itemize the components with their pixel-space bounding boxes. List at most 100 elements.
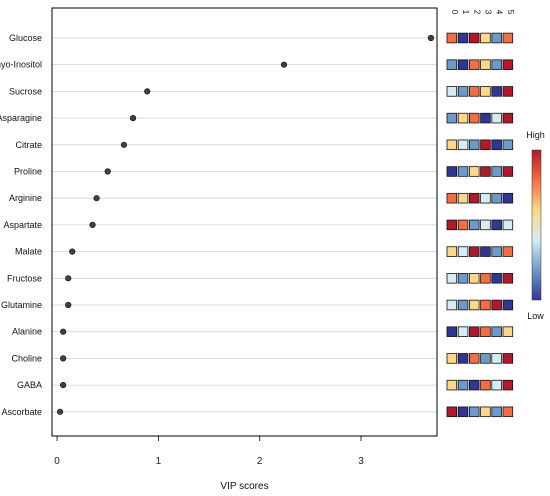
heatmap-cell-2-0: [446, 86, 458, 97]
data-point-3: [129, 114, 137, 122]
heatmap-cell-13-0: [446, 379, 458, 391]
x-tick-label-3: 3: [358, 456, 364, 467]
heatmap-cell-13-5: [502, 379, 514, 391]
data-point-11: [60, 328, 67, 335]
data-point-0: [427, 34, 435, 42]
metabolite-label-12: Choline: [11, 353, 42, 363]
group-label-1: 1: [461, 10, 470, 15]
data-point-5: [104, 168, 111, 175]
heatmap-cell-9-2: [468, 273, 480, 284]
heatmap-cell-8-3: [480, 246, 491, 257]
data-point-1: [280, 61, 288, 68]
heatmap-cell-9-5: [502, 273, 514, 284]
group-label-2: 2: [472, 10, 481, 15]
heatmap-cell-4-5: [502, 139, 514, 151]
heatmap-cell-9-4: [491, 273, 502, 284]
heatmap-cell-13-2: [468, 379, 480, 391]
heatmap-cell-4-1: [457, 139, 469, 151]
data-point-14: [57, 408, 64, 415]
heatmap-cell-14-1: [457, 406, 469, 418]
heatmap-cell-0-5: [502, 32, 514, 44]
heatmap-cell-8-2: [468, 246, 480, 257]
heatmap-cell-3-5: [502, 112, 514, 124]
heatmap-cell-1-5: [502, 59, 514, 70]
data-point-10: [65, 301, 72, 309]
heatmap-cell-4-0: [446, 139, 458, 151]
heatmap-cell-10-1: [457, 299, 469, 311]
heatmap-cell-12-0: [446, 353, 458, 364]
heatmap-cell-6-2: [468, 192, 480, 204]
heatmap-cell-11-3: [480, 326, 491, 337]
heatmap-cell-7-0: [446, 219, 458, 231]
data-point-9: [65, 275, 72, 282]
heatmap-cell-5-4: [491, 166, 502, 177]
heatmap-cell-4-2: [468, 139, 480, 151]
heatmap-cell-14-5: [502, 406, 514, 418]
heatmap-cell-14-4: [491, 406, 502, 418]
heatmap-cell-8-0: [446, 246, 458, 257]
heatmap-cell-4-3: [480, 139, 491, 151]
data-point-7: [89, 221, 96, 228]
heatmap-cell-3-4: [491, 112, 502, 124]
data-point-4: [120, 141, 128, 148]
heatmap-cell-10-5: [502, 299, 514, 311]
metabolite-labels: Glucose myo-Inositol Sucrose Asparagine Citr…: [0, 33, 42, 417]
heatmap-cell-6-3: [480, 192, 491, 204]
heatmap-cell-2-3: [480, 86, 491, 97]
heatmap-cell-0-2: [468, 32, 480, 44]
heatmap-cell-2-2: [468, 86, 480, 97]
metabolite-label-13: GABA: [17, 380, 42, 390]
x-tick-label-0: 0: [54, 456, 60, 467]
heatmap-cell-3-1: [457, 112, 469, 124]
plot-frame: [51, 7, 438, 437]
group-label-0: 0: [450, 10, 459, 15]
legend-low-label: Low: [527, 311, 544, 321]
heatmap-cell-6-5: [502, 192, 514, 204]
heatmap-cell-13-4: [491, 379, 502, 391]
heatmap-cell-10-4: [491, 299, 502, 311]
metabolite-label-6: Arginine: [9, 193, 42, 203]
heatmap-cell-2-4: [491, 86, 502, 97]
heatmap-cell-5-5: [502, 166, 514, 177]
heatmap-cell-2-5: [502, 86, 514, 97]
heatmap-cell-6-4: [491, 192, 502, 204]
group-label-4: 4: [495, 10, 504, 15]
heatmap-cell-8-1: [457, 246, 469, 257]
heatmap-cell-7-2: [468, 219, 480, 231]
heatmap-cell-10-0: [446, 299, 458, 311]
heatmap-cell-12-2: [468, 353, 480, 364]
x-axis: 0 1 2 3: [54, 436, 364, 467]
heatmap-cell-8-4: [491, 246, 502, 257]
heatmap-cell-3-3: [480, 112, 491, 124]
heatmap-cell-9-0: [446, 273, 458, 284]
heatmap-cell-10-3: [480, 299, 491, 311]
heatmap-cell-11-0: [446, 326, 458, 337]
data-point-8: [69, 248, 76, 255]
heatmap-cell-0-1: [457, 32, 469, 44]
data-point-12: [60, 355, 67, 362]
heatmap-cell-14-2: [468, 406, 480, 418]
data-point-2: [144, 88, 151, 95]
heatmap-cell-7-3: [480, 219, 491, 231]
heatmap-cell-11-1: [457, 326, 469, 337]
heatmap-cell-8-5: [502, 246, 514, 257]
heatmap-cell-5-2: [468, 166, 480, 177]
heatmap-cell-1-1: [457, 59, 469, 70]
heatmap-cell-11-2: [468, 326, 480, 337]
legend-color-bar: [531, 149, 542, 301]
metabolite-label-9: Fructose: [7, 273, 42, 283]
heatmap-cell-13-1: [457, 379, 469, 391]
heatmap-cell-11-4: [491, 326, 502, 337]
heatmap-cell-9-3: [480, 273, 491, 284]
metabolite-label-2: Sucrose: [9, 86, 42, 96]
metabolite-label-7: Aspartate: [3, 220, 42, 230]
heatmap-cell-13-3: [480, 379, 491, 391]
data-point-6: [93, 195, 100, 202]
heatmap-cell-12-4: [491, 353, 502, 364]
gridlines: [52, 37, 437, 413]
heatmap-cell-14-0: [446, 406, 458, 418]
data-point-13: [60, 382, 67, 389]
metabolite-label-3: Asparagine: [0, 113, 42, 123]
